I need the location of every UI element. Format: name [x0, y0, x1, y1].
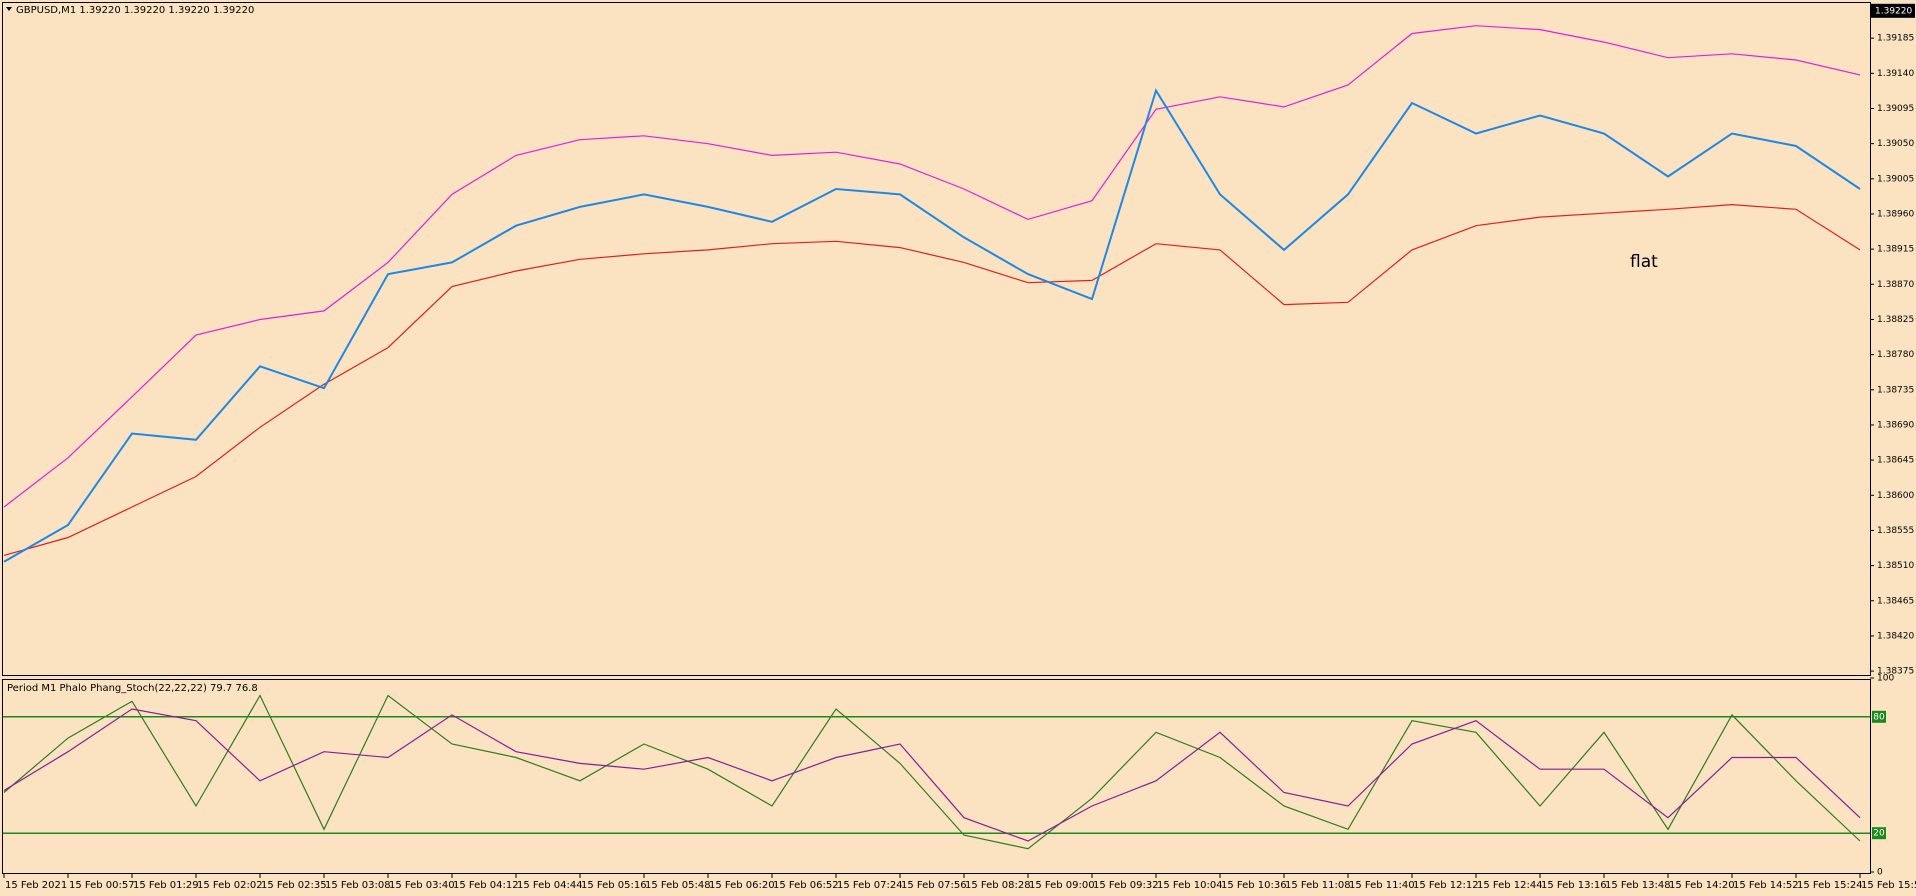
x-tick-label: 15 Feb 12:12 [1413, 880, 1479, 891]
x-tick-label: 15 Feb 10:36 [1221, 880, 1287, 891]
y-tick-label: 1.38870 [1877, 280, 1914, 290]
x-tick-label: 15 Feb 05:48 [645, 880, 711, 891]
y-tick-label: 1.39140 [1877, 69, 1914, 79]
y-tick-label: 1.39185 [1877, 34, 1914, 44]
x-tick-label: 15 Feb 09:32 [1093, 880, 1159, 891]
last-price-box [1871, 3, 1915, 18]
y-tick-label: 1.38735 [1877, 385, 1914, 395]
x-tick-label: 15 Feb 04:12 [453, 880, 519, 891]
level-label: 20 [1873, 829, 1885, 839]
x-tick-label: 15 Feb 06:52 [773, 880, 839, 891]
x-tick-label: 15 Feb 14:52 [1733, 880, 1799, 891]
x-tick-label: 15 Feb 11:08 [1285, 880, 1351, 891]
y-tick-label: 1.39095 [1877, 104, 1914, 114]
x-tick-label: 15 Feb 15:24 [1797, 880, 1863, 891]
x-tick-label: 15 Feb 03:08 [325, 880, 391, 891]
y-tick-label: 1.38600 [1877, 491, 1914, 501]
x-tick-label: 15 Feb 05:16 [581, 880, 647, 891]
y-tick-label: 1.38555 [1877, 526, 1914, 536]
annotation: flat [1630, 252, 1658, 272]
x-tick-label: 15 Feb 07:56 [901, 880, 967, 891]
x-tick-label: 15 Feb 14:20 [1669, 880, 1735, 891]
stoch-frame [2, 679, 1871, 874]
price-frame [2, 2, 1871, 676]
x-tick-label: 15 Feb 11:40 [1349, 880, 1415, 891]
x-tick-label: 15 Feb 2021 [5, 880, 67, 891]
x-tick-label: 15 Feb 13:16 [1541, 880, 1607, 891]
series-line [3, 88, 1861, 563]
x-tick-label: 15 Feb 10:04 [1157, 880, 1223, 891]
last-price-label: 1.39220 [1875, 6, 1912, 16]
price-title: GBPUSD,M1 1.39220 1.39220 1.39220 1.3922… [16, 5, 254, 16]
level-label: 80 [1873, 712, 1885, 722]
level-box [1872, 827, 1886, 840]
y-tick-label: 1.38915 [1877, 245, 1914, 255]
y-tick-label: 1.38780 [1877, 350, 1914, 360]
y-tick-label: 100 [1877, 674, 1894, 684]
x-tick-label: 15 Feb 12:44 [1477, 880, 1543, 891]
x-tick-label: 15 Feb 07:24 [837, 880, 903, 891]
x-tick-label: 15 Feb 08:28 [965, 880, 1031, 891]
x-tick-label: 15 Feb 02:02 [197, 880, 263, 891]
series-line [3, 708, 1861, 842]
series-line [3, 25, 1861, 508]
y-tick-label: 1.39005 [1877, 174, 1914, 184]
x-tick-label: 15 Feb 01:29 [133, 880, 199, 891]
x-tick-label: 15 Feb 13:48 [1605, 880, 1671, 891]
menu-triangle [6, 7, 12, 11]
series-line [3, 203, 1861, 556]
y-tick-label: 1.38645 [1877, 456, 1914, 466]
y-tick-label: 1.38960 [1877, 209, 1914, 219]
x-tick-label: 15 Feb 04:44 [517, 880, 583, 891]
y-tick-label: 1.38375 [1877, 667, 1914, 677]
x-tick-label: 15 Feb 03:40 [389, 880, 455, 891]
level-box [1872, 710, 1886, 723]
x-tick-label: 15 Feb 09:00 [1029, 880, 1095, 891]
y-tick-label: 1.38420 [1877, 631, 1914, 641]
x-tick-label: 15 Feb 06:20 [709, 880, 775, 891]
y-tick-label: 1.38510 [1877, 561, 1914, 571]
stoch-title: Period M1 Phalo Phang_Stoch(22,22,22) 79… [7, 683, 258, 694]
series-line [3, 694, 1861, 850]
y-tick-label: 1.38690 [1877, 420, 1914, 430]
x-tick-label: 15 Feb 15:56 [1861, 880, 1916, 891]
y-tick-label: 1.38465 [1877, 596, 1914, 606]
y-tick-label: 1.39050 [1877, 139, 1914, 149]
x-tick-label: 15 Feb 00:57 [69, 880, 135, 891]
x-tick-label: 15 Feb 02:35 [261, 880, 327, 891]
y-tick-label: 1.38825 [1877, 315, 1914, 325]
y-tick-label: 0 [1877, 868, 1883, 878]
